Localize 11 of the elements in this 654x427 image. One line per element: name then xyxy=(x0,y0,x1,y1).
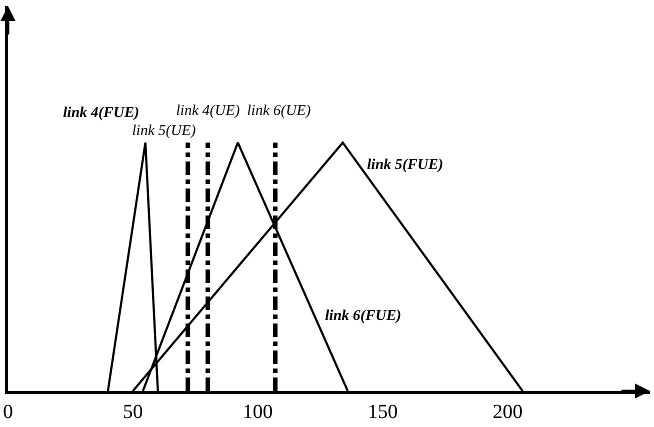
x-tick-label: 0 xyxy=(3,400,13,423)
series-label: link 6(FUE) xyxy=(325,308,402,324)
series-label: link 5(FUE) xyxy=(367,157,444,173)
x-tick-label: 50 xyxy=(122,400,143,423)
ref-line-label: link 5(UE) xyxy=(132,123,196,139)
x-tick-label: 150 xyxy=(368,400,398,423)
ref-line-label: link 6(UE) xyxy=(247,103,311,119)
x-tick-label: 100 xyxy=(242,400,273,423)
x-tick-label: 200 xyxy=(492,400,523,423)
series-label: link 4(FUE) xyxy=(63,105,140,121)
ref-line-label: link 4(UE) xyxy=(176,103,240,119)
